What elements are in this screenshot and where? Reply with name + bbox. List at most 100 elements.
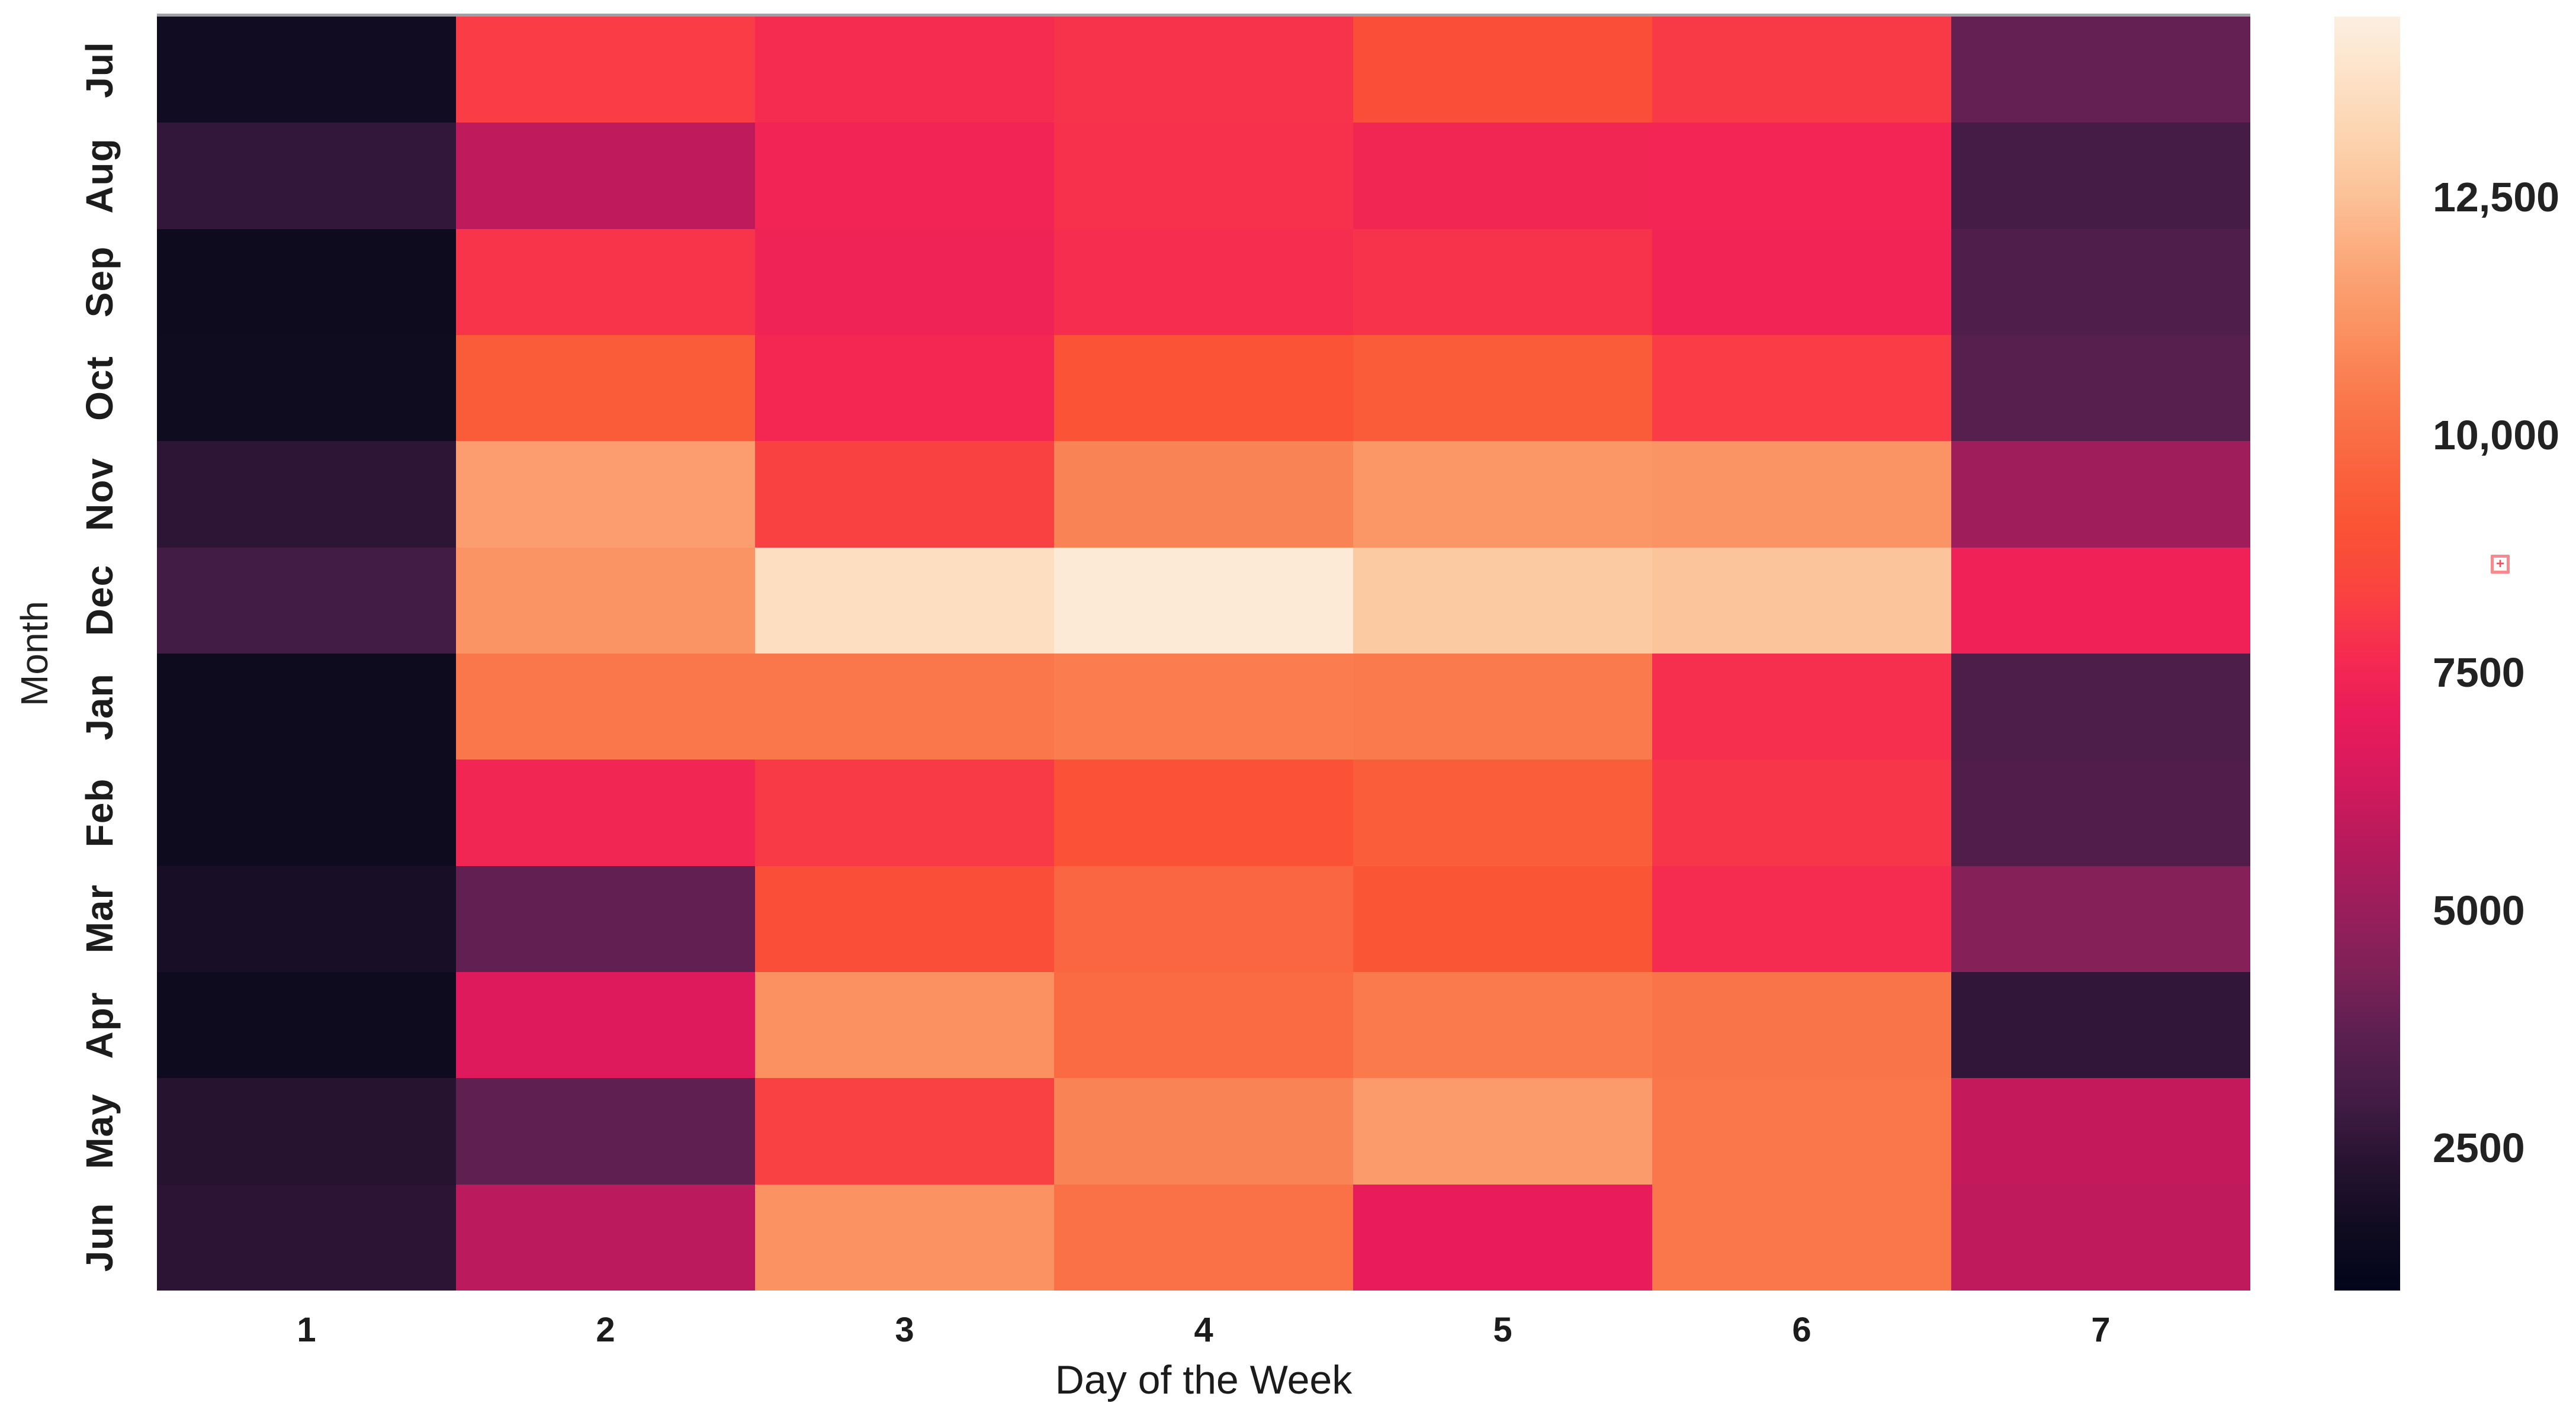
heatmap-cell xyxy=(1353,1078,1652,1185)
heatmap-cell xyxy=(157,865,456,972)
heatmap-cell xyxy=(157,229,456,335)
heatmap-cell xyxy=(157,1184,456,1291)
heatmap-cell xyxy=(1951,123,2250,229)
heatmap-cell xyxy=(1951,334,2250,442)
x-tick-label: 2 xyxy=(596,1311,615,1349)
x-tick-label: 6 xyxy=(1792,1311,1811,1349)
heatmap-cell xyxy=(1652,441,1951,548)
heatmap-cell xyxy=(755,441,1054,548)
x-tick-label: 3 xyxy=(895,1311,914,1349)
heatmap-cell xyxy=(157,971,456,1079)
y-tick-label: Mar xyxy=(78,884,121,954)
x-tick-label: 5 xyxy=(1493,1311,1512,1349)
heatmap-cell xyxy=(456,17,755,123)
heatmap-cell xyxy=(1951,1078,2250,1185)
y-tick-label: Feb xyxy=(78,778,121,848)
heatmap-cell xyxy=(1054,123,1353,229)
heatmap-cell xyxy=(1054,1078,1353,1185)
x-tick-label: 7 xyxy=(2091,1311,2111,1349)
heatmap-cell xyxy=(1054,17,1353,123)
heatmap-cell xyxy=(1054,441,1353,548)
y-tick-label: Nov xyxy=(78,458,121,531)
heatmap-cell xyxy=(456,123,755,229)
y-tick-label: Apr xyxy=(78,992,121,1059)
y-tick-label: Aug xyxy=(78,138,121,214)
heatmap-cell xyxy=(1951,17,2250,123)
y-tick-label: Oct xyxy=(78,355,121,421)
heatmap-cell xyxy=(456,1078,755,1185)
heatmap-cell xyxy=(456,971,755,1079)
heatmap-cell xyxy=(1652,653,1951,760)
colorbar-tick-label: 7500 xyxy=(2433,649,2525,696)
y-axis-label: Month xyxy=(13,601,56,706)
heatmap-cell xyxy=(1054,653,1353,760)
heatmap-cell xyxy=(1652,229,1951,335)
heatmap-cell xyxy=(157,123,456,229)
heatmap-cell xyxy=(755,17,1054,123)
heatmap-cell xyxy=(755,1078,1054,1185)
heatmap-cell xyxy=(1652,334,1951,442)
heatmap-cell xyxy=(755,865,1054,972)
heatmap-cell xyxy=(1353,229,1652,335)
x-tick-label: 1 xyxy=(297,1311,316,1349)
heatmap-cell xyxy=(755,1184,1054,1291)
heatmap-cell xyxy=(1353,1184,1652,1291)
heatmap-cell xyxy=(755,971,1054,1079)
heatmap-cell xyxy=(1353,760,1652,866)
heatmap-cell xyxy=(1951,229,2250,335)
heatmap-cell xyxy=(1951,441,2250,548)
heatmap-cell xyxy=(755,653,1054,760)
heatmap-cell xyxy=(1951,653,2250,760)
heatmap-cell xyxy=(456,334,755,442)
heatmap-cell xyxy=(456,865,755,972)
plot-top-edge-line xyxy=(157,14,2250,18)
heatmap-cell xyxy=(456,1184,755,1291)
colorbar-tick-label: 2500 xyxy=(2433,1125,2525,1172)
y-tick-label: Sep xyxy=(78,246,121,318)
heatmap-cell xyxy=(755,334,1054,442)
heatmap-cell xyxy=(157,653,456,760)
y-tick-label: Jun xyxy=(78,1202,121,1272)
x-tick-label: 4 xyxy=(1194,1311,1213,1349)
heatmap-cell xyxy=(1353,123,1652,229)
heatmap-cell xyxy=(456,653,755,760)
heatmap-cell xyxy=(1652,971,1951,1079)
heatmap-cell xyxy=(1353,547,1652,654)
heatmap-cell xyxy=(1652,865,1951,972)
heatmap-cell xyxy=(755,123,1054,229)
colorbar xyxy=(2334,17,2400,1291)
heatmap-grid xyxy=(157,17,2250,1291)
heatmap-cell xyxy=(157,334,456,442)
colorbar-tick-label: 12,500 xyxy=(2433,174,2560,221)
heatmap-cell xyxy=(755,229,1054,335)
heatmap-cell xyxy=(157,441,456,548)
heatmap-cell xyxy=(157,760,456,866)
broken-image-icon: + xyxy=(2491,555,2510,574)
y-tick-label: Jul xyxy=(78,41,121,98)
heatmap-cell xyxy=(157,547,456,654)
heatmap-cell xyxy=(1951,971,2250,1079)
heatmap-cell xyxy=(1353,865,1652,972)
heatmap-cell xyxy=(1054,229,1353,335)
heatmap-cell xyxy=(755,760,1054,866)
heatmap-cell xyxy=(1054,971,1353,1079)
y-tick-label: Jan xyxy=(78,673,121,741)
heatmap-cell xyxy=(755,547,1054,654)
heatmap-cell xyxy=(1951,1184,2250,1291)
heatmap-cell xyxy=(1652,1184,1951,1291)
heatmap-cell xyxy=(1054,547,1353,654)
heatmap-cell xyxy=(1951,760,2250,866)
colorbar-tick-label: 5000 xyxy=(2433,887,2525,934)
heatmap-cell xyxy=(1353,441,1652,548)
y-tick-label: May xyxy=(78,1093,121,1169)
heatmap-cell xyxy=(157,17,456,123)
heatmap-cell xyxy=(1652,547,1951,654)
heatmap-cell xyxy=(1652,123,1951,229)
heatmap-cell xyxy=(1353,17,1652,123)
heatmap-cell xyxy=(1652,1078,1951,1185)
colorbar-tick-label: 10,000 xyxy=(2433,411,2560,458)
heatmap-cell xyxy=(1054,334,1353,442)
heatmap-cell xyxy=(1652,760,1951,866)
heatmap-cell xyxy=(1054,760,1353,866)
